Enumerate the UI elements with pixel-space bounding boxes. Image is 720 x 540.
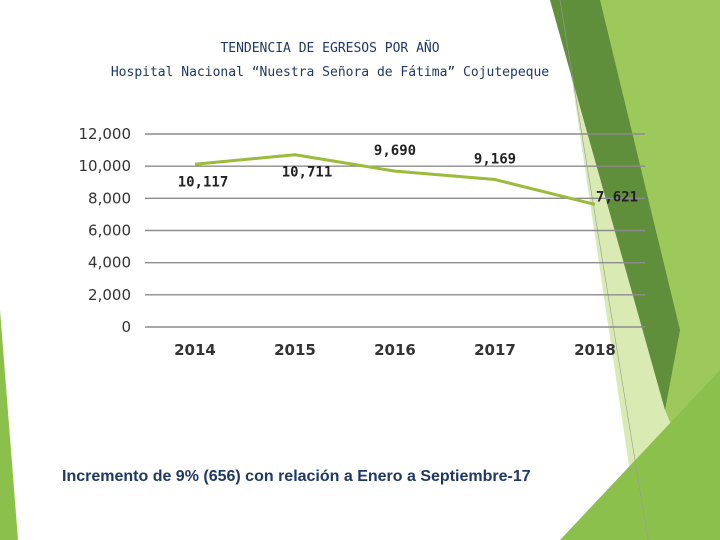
y-tick-label: 4,000 [88,254,131,272]
x-axis-ticks: 2014 2015 2016 2017 2018 [174,341,616,359]
x-tick-label: 2017 [474,341,516,359]
y-tick-label: 8,000 [88,189,131,207]
chart-title: TENDENCIA DE EGRESOS POR AÑO [220,41,440,56]
decor-left-wedge [0,310,18,540]
data-label: 7,621 [596,189,638,205]
y-tick-label: 10,000 [79,157,132,175]
x-tick-label: 2016 [374,341,416,359]
y-tick-label: 0 [121,318,131,336]
footnote: Incremento de 9% (656) con relación a En… [62,468,531,485]
x-tick-label: 2018 [574,341,616,359]
series-line [194,153,596,206]
data-label: 10,711 [282,165,333,181]
y-tick-label: 12,000 [79,125,132,143]
x-tick-label: 2014 [174,341,216,359]
decor-bottom-wedge [560,370,720,540]
decor-dark-wedge [550,0,680,410]
chart-subtitle: Hospital Nacional “Nuestra Señora de Fát… [110,65,550,80]
data-labels: 10,117 10,711 9,690 9,169 7,621 [178,143,638,205]
y-tick-label: 6,000 [88,222,131,240]
gridlines [145,133,645,328]
y-axis-ticks: 0 2,000 4,000 6,000 8,000 10,000 12,000 [79,125,132,336]
decor-line [559,0,649,540]
data-label: 9,169 [474,152,516,168]
x-tick-label: 2015 [274,341,316,359]
y-tick-label: 2,000 [88,286,131,304]
data-label: 10,117 [178,174,229,190]
data-label: 9,690 [374,143,416,159]
